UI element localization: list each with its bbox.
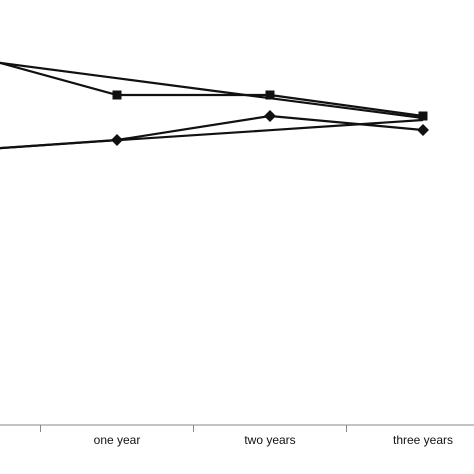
- x-tick-label: two years: [244, 433, 295, 447]
- marker: [265, 90, 275, 100]
- marker: [418, 111, 428, 121]
- x-tick-label: one year: [94, 433, 141, 447]
- marker: [264, 110, 276, 122]
- marker: [112, 90, 122, 100]
- series-line: [0, 61, 424, 118]
- series-line: [0, 118, 424, 150]
- series-line: [0, 61, 424, 120]
- marker: [417, 124, 429, 136]
- x-tick-label: three years: [393, 433, 453, 447]
